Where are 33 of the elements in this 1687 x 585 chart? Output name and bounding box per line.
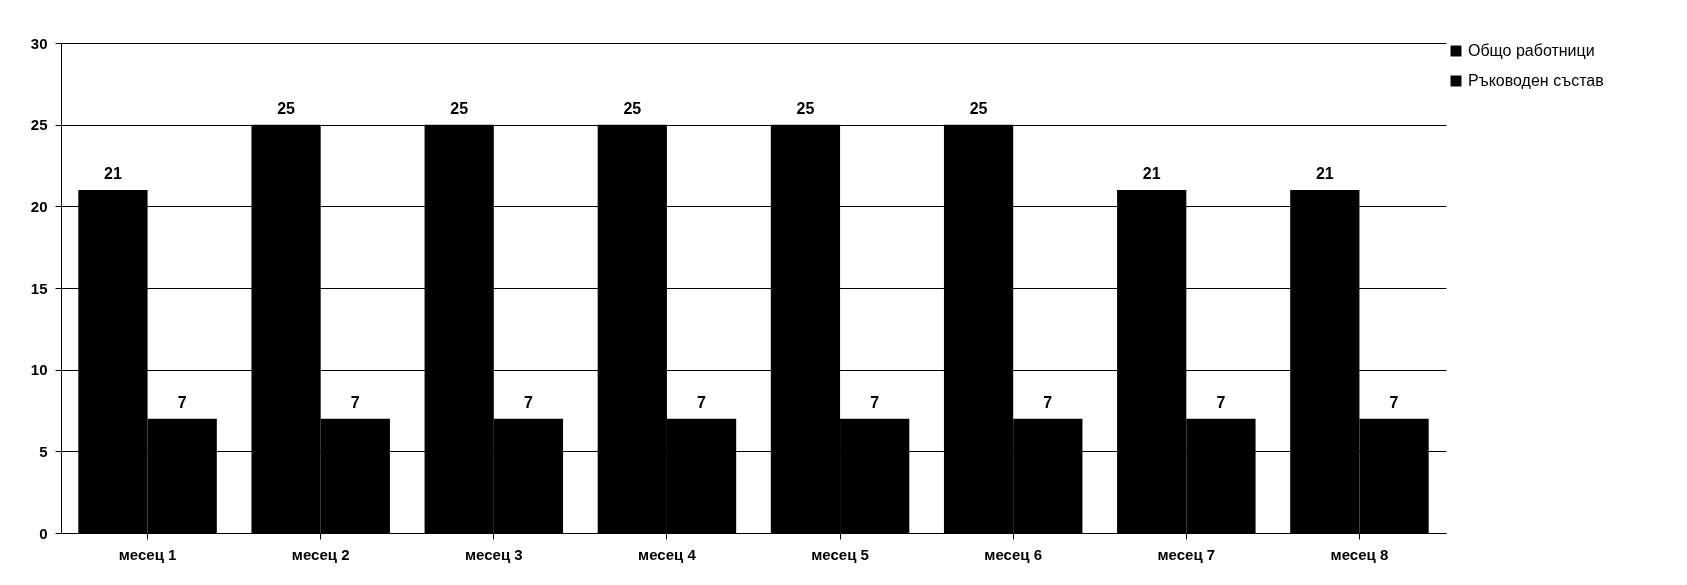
data-label: 25: [623, 99, 642, 117]
x-tick-label: месец 7: [1157, 545, 1216, 563]
x-tick-label: месец 2: [291, 545, 350, 563]
y-tick-label: 5: [39, 442, 48, 460]
y-tick-label: 15: [30, 279, 48, 297]
y-tick-label: 25: [30, 116, 48, 134]
data-label: 25: [969, 99, 988, 117]
data-label: 25: [796, 99, 815, 117]
data-label: 7: [870, 393, 880, 411]
y-tick-label: 10: [30, 361, 48, 379]
x-tick-label: месец 8: [1330, 545, 1389, 563]
data-label: 7: [1043, 393, 1053, 411]
x-tick-label: месец 6: [984, 545, 1043, 563]
data-label: 7: [350, 393, 360, 411]
data-label: 25: [277, 99, 296, 117]
data-label: 7: [523, 393, 533, 411]
data-label: 7: [1216, 393, 1226, 411]
data-label: 25: [450, 99, 469, 117]
data-label: 21: [1142, 165, 1161, 182]
data-label: 7: [697, 393, 707, 411]
data-label: 7: [1389, 393, 1399, 411]
y-tick-label: 30: [30, 34, 48, 52]
y-tick-label: 20: [30, 197, 48, 215]
y-tick-label: 0: [39, 524, 48, 542]
data-label: 21: [104, 165, 122, 182]
data-label: 7: [177, 393, 187, 411]
data-label: 21: [1315, 165, 1334, 182]
legend-label: Ръководен състав: [1468, 72, 1604, 89]
x-tick-label: месец 5: [811, 545, 869, 563]
x-tick-label: месец 3: [464, 545, 523, 563]
x-tick-label: месец 4: [638, 545, 697, 563]
legend-label: Общо работници: [1468, 42, 1595, 59]
x-tick-label: месец 1: [118, 545, 177, 563]
